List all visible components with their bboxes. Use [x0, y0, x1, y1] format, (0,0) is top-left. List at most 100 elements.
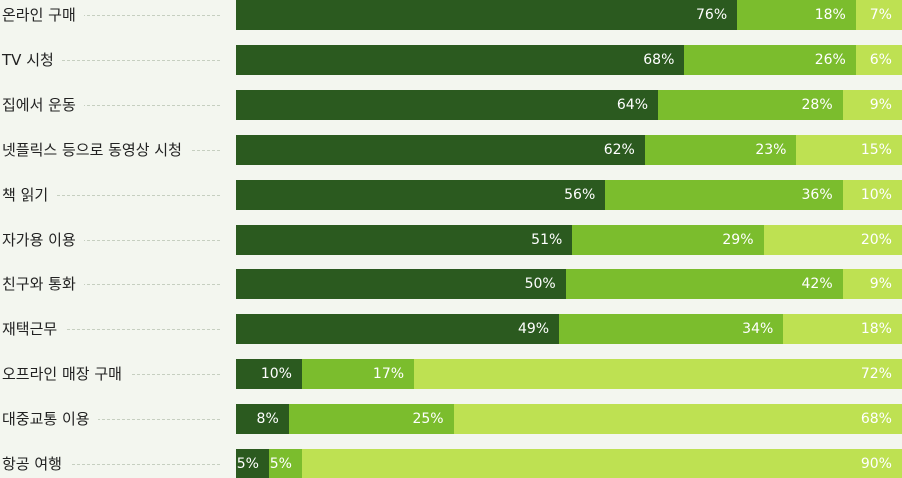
data-label: 34%	[742, 321, 774, 338]
data-label: 23%	[755, 141, 787, 158]
bar-segment: 15%	[796, 134, 902, 165]
leader-line	[2, 284, 220, 286]
data-label: 36%	[801, 186, 833, 203]
bar-segment: 28%	[658, 89, 843, 120]
chart-row: 자가용 이용 51% 29% 20%	[0, 224, 902, 255]
data-label: 9%	[869, 276, 892, 293]
data-label: 56%	[564, 186, 596, 203]
data-label: 68%	[643, 51, 675, 68]
bar-segment: 68%	[453, 404, 902, 435]
category-label: 대중교통 이용	[2, 404, 98, 435]
chart-row: 대중교통 이용 8% 25% 68%	[0, 404, 902, 435]
chart-row: 친구와 통화 50% 42% 9%	[0, 269, 902, 300]
data-label: 5%	[236, 456, 259, 472]
leader-line	[2, 419, 220, 421]
bar-segment: 42%	[565, 269, 843, 300]
category-label: 친구와 통화	[2, 269, 84, 300]
bar-segment: 56%	[236, 179, 606, 210]
stacked-bar: 10% 17% 72%	[236, 359, 902, 390]
bar-segment: 36%	[605, 179, 843, 210]
leader-line	[2, 239, 220, 241]
data-label: 72%	[860, 366, 892, 383]
bar-segment: 29%	[572, 224, 764, 255]
data-label: 49%	[517, 321, 550, 338]
category-label: 넷플릭스 등으로 동영상 시청	[2, 134, 190, 165]
data-label: 18%	[814, 7, 846, 23]
data-label: 90%	[860, 456, 892, 472]
stacked-bar: 49% 34% 18%	[236, 314, 902, 345]
data-label: 9%	[869, 96, 892, 113]
chart-row: 집에서 운동 64% 28% 9%	[0, 89, 902, 120]
bar-segment: 68%	[236, 44, 685, 75]
data-label: 18%	[860, 321, 892, 338]
stacked-bar: 50% 42% 9%	[236, 269, 902, 300]
stacked-bar: 68% 26% 6%	[236, 44, 902, 75]
category-label: 오프라인 매장 구매	[2, 359, 130, 390]
category-label: TV 시청	[2, 44, 62, 75]
category-label: 집에서 운동	[2, 89, 84, 120]
bar-segment: 23%	[644, 134, 797, 165]
data-label: 15%	[860, 141, 892, 158]
leader-line	[2, 194, 220, 196]
chart-row: 오프라인 매장 구매 10% 17% 72%	[0, 359, 902, 390]
bar-segment: 5%	[236, 449, 269, 478]
category-label: 온라인 구매	[2, 0, 84, 30]
data-label: 64%	[616, 96, 649, 113]
data-label: 20%	[860, 231, 892, 248]
leader-line	[2, 59, 220, 61]
chart-row: TV 시청 68% 26% 6%	[0, 44, 902, 75]
data-label: 76%	[696, 7, 728, 23]
stacked-bar: 62% 23% 15%	[236, 134, 902, 165]
bar-segment: 18%	[783, 314, 902, 345]
data-label: 7%	[869, 7, 892, 23]
bar-segment: 51%	[236, 224, 573, 255]
leader-line	[2, 15, 220, 16]
leader-line	[2, 329, 220, 331]
data-label: 28%	[801, 96, 833, 113]
chart-row: 책 읽기 56% 36% 10%	[0, 179, 902, 210]
category-label: 자가용 이용	[2, 224, 84, 255]
bar-segment: 72%	[414, 359, 902, 390]
chart-row: 넷플릭스 등으로 동영상 시청 62% 23% 15%	[0, 134, 902, 165]
bar-segment: 49%	[236, 314, 560, 345]
category-label: 재택근무	[2, 314, 66, 345]
leader-line	[2, 464, 220, 465]
stacked-bar: 5% 5% 90%	[236, 449, 902, 478]
bar-segment: 9%	[842, 89, 902, 120]
stacked-bar: 76% 18% 7%	[236, 0, 902, 30]
stacked-bar: 56% 36% 10%	[236, 179, 902, 210]
stacked-bar: 8% 25% 68%	[236, 404, 902, 435]
bar-segment: 64%	[236, 89, 659, 120]
bar-segment: 18%	[737, 0, 856, 30]
data-label: 29%	[722, 231, 754, 248]
data-label: 10%	[260, 366, 292, 383]
bar-segment: 20%	[763, 224, 902, 255]
data-label: 51%	[531, 231, 563, 248]
data-label: 17%	[372, 366, 405, 383]
bar-segment: 90%	[301, 449, 902, 478]
data-label: 68%	[860, 411, 892, 428]
data-label: 50%	[524, 276, 556, 293]
bar-segment: 34%	[559, 314, 784, 345]
chart-row: 재택근무 49% 34% 18%	[0, 314, 902, 345]
data-label: 8%	[256, 411, 279, 428]
data-label: 10%	[860, 186, 892, 203]
data-label: 5%	[269, 456, 292, 472]
stacked-bar: 64% 28% 9%	[236, 89, 902, 120]
stacked-bar: 51% 29% 20%	[236, 224, 902, 255]
bar-segment: 10%	[842, 179, 902, 210]
chart-row: 온라인 구매 76% 18% 7%	[0, 0, 902, 30]
data-label: 42%	[801, 276, 833, 293]
bar-segment: 10%	[236, 359, 302, 390]
data-label: 25%	[412, 411, 444, 428]
bar-segment: 50%	[236, 269, 566, 300]
bar-segment: 62%	[236, 134, 645, 165]
chart-row: 항공 여행 5% 5% 90%	[0, 449, 902, 478]
bar-segment: 25%	[288, 404, 454, 435]
data-label: 26%	[814, 51, 846, 68]
data-label: 6%	[869, 51, 892, 68]
bar-segment: 76%	[236, 0, 738, 30]
data-label: 62%	[603, 141, 635, 158]
bar-segment: 8%	[236, 404, 289, 435]
